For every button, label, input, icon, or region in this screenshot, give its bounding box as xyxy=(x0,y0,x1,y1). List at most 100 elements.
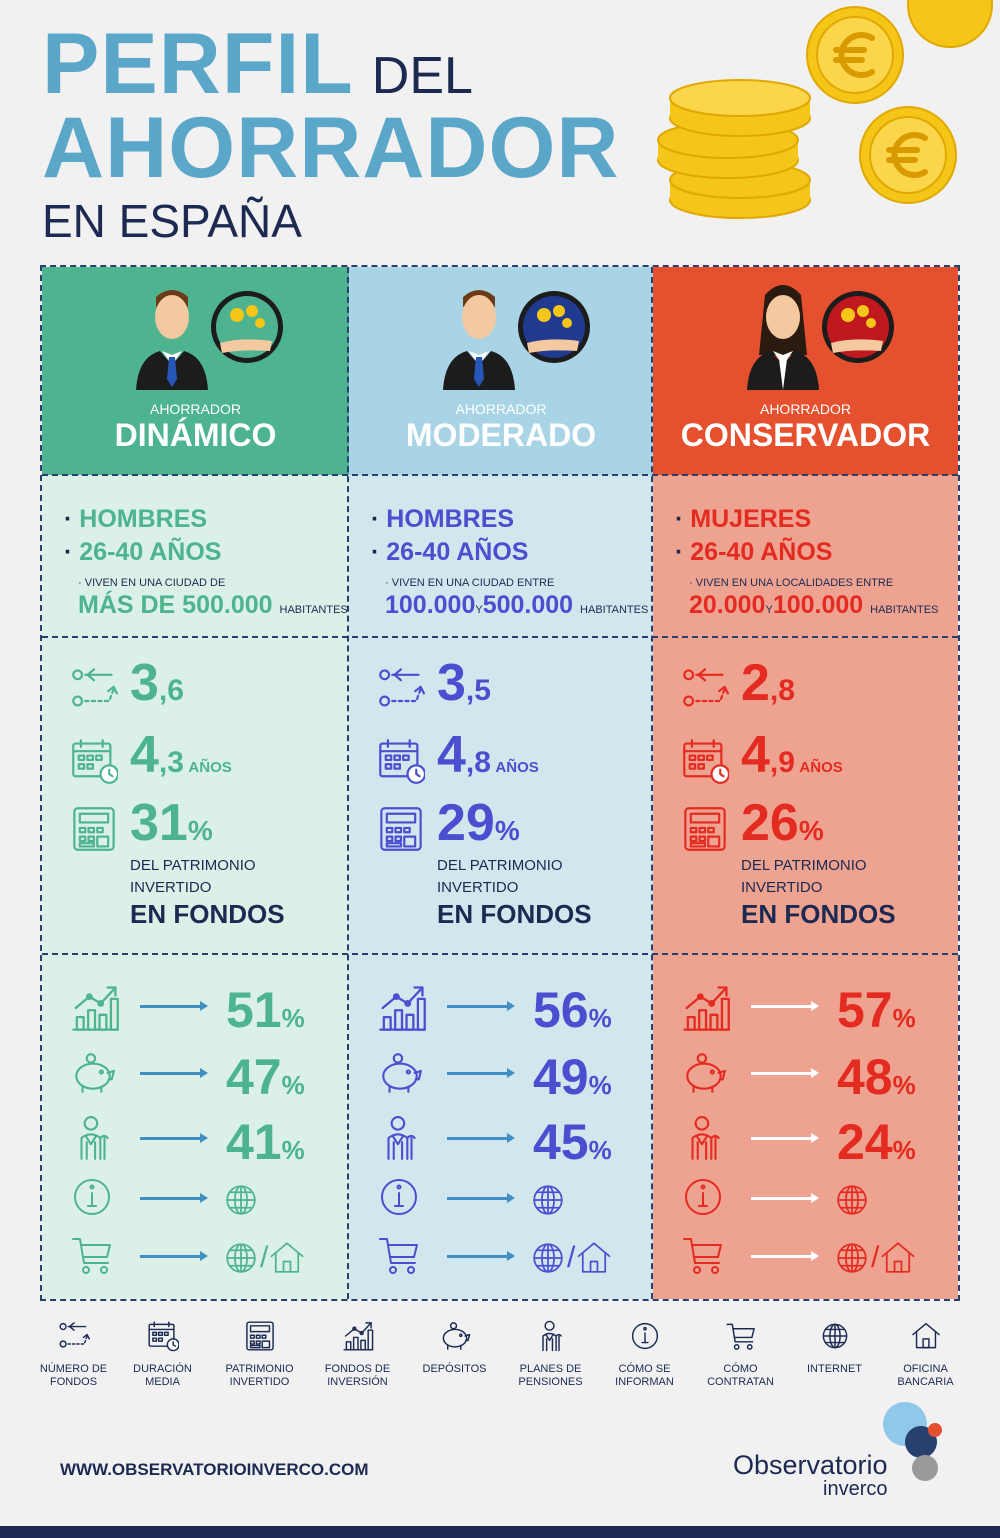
bottom-bar xyxy=(0,1526,1000,1538)
pat-label-1: DEL PATRIMONIO xyxy=(130,857,256,874)
legend-label-line2: INFORMAN xyxy=(615,1376,674,1388)
profile-body: · MUJERES · 26-40 AÑOS · VIVEN EN UNA LO… xyxy=(653,475,958,1299)
demographics: · HOMBRES · 26-40 AÑOS · VIVEN EN UNA CI… xyxy=(64,505,348,619)
website-url[interactable]: WWW.OBSERVATORIOINVERCO.COM xyxy=(60,1460,369,1479)
habitantes-label: HABITANTES xyxy=(580,604,649,616)
title-perfil: PERFIL xyxy=(42,16,354,112)
column-moderado: AHORRADOR MODERADO · HOMBRES · 26-40 AÑO… xyxy=(349,267,653,1299)
title-ahorrador: AHORRADOR xyxy=(42,100,620,196)
euro-coins-icon xyxy=(657,0,993,219)
number-of-funds-dec: ,8 xyxy=(769,674,795,707)
legend-label-line1: PLANES DE xyxy=(519,1363,582,1375)
arrow-icon xyxy=(140,1193,208,1203)
internet-destination xyxy=(833,1181,871,1224)
legend-label-line1: INTERNET xyxy=(807,1363,862,1375)
legend-item: DURACIÓN MEDIA xyxy=(115,1320,210,1389)
invested-wealth-pct: 29 xyxy=(437,794,495,852)
pct-sign: % xyxy=(892,1070,916,1100)
title-del: DEL xyxy=(371,47,473,105)
investment-funds-pct: 57 xyxy=(837,982,893,1038)
legend-label-line2: BANCARIA xyxy=(897,1376,954,1388)
internet-or-branch-destination: / xyxy=(833,1239,917,1282)
how-informed-row xyxy=(377,1175,647,1225)
pct-sign: % xyxy=(187,815,213,846)
invested-wealth-pct: 26 xyxy=(741,794,799,852)
number-of-funds-int: 3 xyxy=(437,654,466,712)
legend-item: CÓMO CONTRATAN xyxy=(693,1320,788,1389)
globe-icon xyxy=(833,1185,871,1223)
arrow-icon xyxy=(140,1068,208,1078)
gender-label: MUJERES xyxy=(690,505,812,533)
pension-plans-row: 45% xyxy=(377,1114,647,1170)
column-dinamico: AHORRADOR DINÁMICO · HOMBRES · 26-40 AÑO… xyxy=(42,267,349,1299)
en-fondos-label: EN FONDOS xyxy=(437,899,592,929)
number-of-funds-stat: 3,5 xyxy=(377,654,491,713)
average-duration-stat: 4,9 AÑOS xyxy=(681,726,843,785)
pat-label-2: INVERTIDO xyxy=(130,879,212,896)
legend-item: FONDOS DE INVERSIÓN xyxy=(310,1320,405,1389)
house-icon xyxy=(910,1322,942,1356)
calculator-icon xyxy=(244,1321,276,1356)
globe-icon xyxy=(529,1185,567,1223)
age-range-label: 26-40 AÑOS xyxy=(690,538,833,566)
deposits-row: 49% xyxy=(377,1049,647,1105)
cart-icon xyxy=(377,1238,421,1281)
growth-chart-icon xyxy=(377,986,427,1037)
elderly-person-icon xyxy=(377,1116,423,1165)
invested-wealth-label: DEL PATRIMONIO INVERTIDO xyxy=(130,855,256,899)
pct-sign: % xyxy=(798,815,824,846)
piggy-bank-icon xyxy=(681,1053,727,1100)
city-label: VIVEN EN UNA LOCALIDADES ENTRE xyxy=(695,577,894,589)
info-icon xyxy=(681,1179,725,1223)
legend-item: CÓMO SE INFORMAN xyxy=(597,1320,692,1389)
pension-plans-pct: 24 xyxy=(837,1114,893,1170)
city-range-to: 100.000 xyxy=(772,591,864,619)
habitantes-label: HABITANTES xyxy=(279,604,348,616)
city-label: VIVEN EN UNA CIUDAD DE xyxy=(84,577,226,589)
invested-wealth-stat: 26% xyxy=(681,794,824,853)
investment-funds-row: 56% xyxy=(377,982,647,1038)
duration-dec: ,3 xyxy=(158,746,184,779)
legend-label-line1: CÓMO SE xyxy=(618,1363,671,1375)
legend-item: OFICINA BANCARIA xyxy=(878,1320,973,1389)
legend-label-line1: CÓMO xyxy=(723,1363,758,1375)
invested-wealth-stat: 31% xyxy=(70,794,213,853)
legend-label-line1: OFICINA xyxy=(903,1363,948,1375)
arrow-icon xyxy=(751,1193,819,1203)
arrow-icon xyxy=(447,1068,515,1078)
number-of-funds-icon xyxy=(58,1322,90,1356)
number-of-funds-icon xyxy=(377,668,425,707)
arrow-icon xyxy=(447,1133,515,1143)
pat-label-1: DEL PATRIMONIO xyxy=(741,857,867,874)
profile-type-label: AHORRADOR xyxy=(455,401,547,417)
calendar-icon xyxy=(377,739,427,784)
gender-label: HOMBRES xyxy=(79,505,208,533)
cart-icon xyxy=(70,1238,114,1281)
legend-item: INTERNET xyxy=(787,1320,882,1376)
internet-or-branch-destination: / xyxy=(222,1239,306,1282)
duration-unit: AÑOS xyxy=(495,759,539,776)
city-range-from: MÁS DE 500.000 xyxy=(78,591,273,619)
profile-type-label: AHORRADOR xyxy=(759,401,851,417)
duration-int: 4 xyxy=(130,726,159,784)
cart-icon xyxy=(681,1238,725,1281)
calculator-icon xyxy=(377,807,425,851)
deposits-row: 48% xyxy=(681,1049,951,1105)
calculator-icon xyxy=(70,807,118,851)
legend: NÚMERO DE FONDOS DURACIÓN MEDIA PATRIMONIO… xyxy=(26,1320,974,1400)
legend-item: DEPÓSITOS xyxy=(407,1320,502,1376)
legend-label-line1: PATRIMONIO xyxy=(225,1363,294,1375)
arrow-icon xyxy=(447,1001,515,1011)
saver-avatar-icon xyxy=(443,290,590,390)
profile-type-name: MODERADO xyxy=(405,417,597,453)
pct-sign: % xyxy=(588,1003,612,1033)
house-icon xyxy=(268,1242,306,1281)
logo-bubbles-icon xyxy=(883,1402,942,1481)
profile-body: · HOMBRES · 26-40 AÑOS · VIVEN EN UNA CI… xyxy=(42,475,349,1299)
arrow-icon xyxy=(447,1193,515,1203)
how-informed-row xyxy=(681,1175,951,1225)
average-duration-stat: 4,8 AÑOS xyxy=(377,726,539,785)
calendar-icon xyxy=(681,739,731,784)
age-range-label: 26-40 AÑOS xyxy=(386,538,529,566)
piggy-bank-icon xyxy=(439,1322,471,1356)
